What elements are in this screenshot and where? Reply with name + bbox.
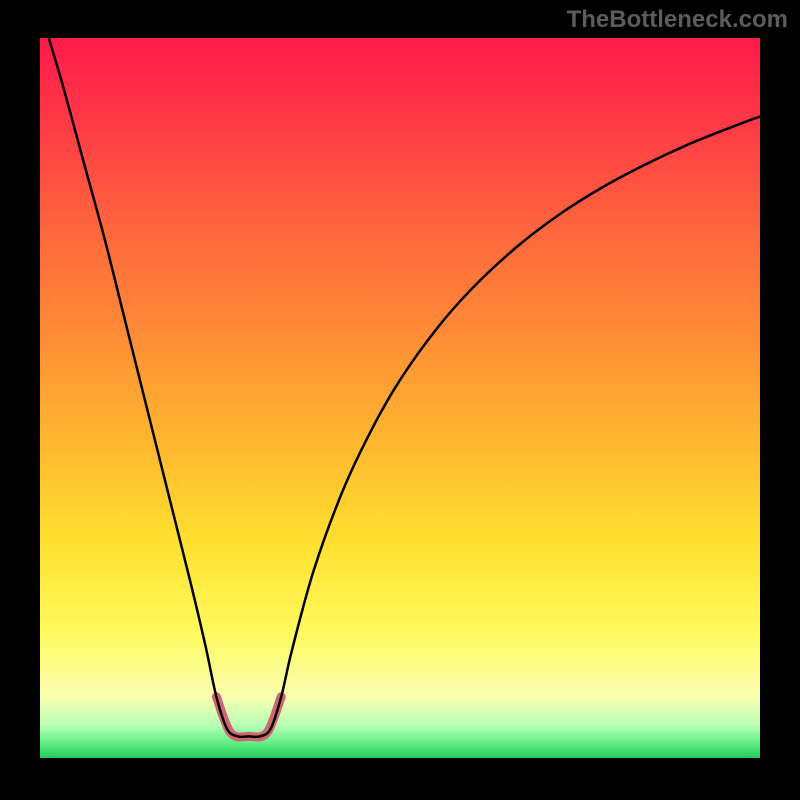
watermark-text: TheBottleneck.com	[567, 6, 788, 34]
plot-gradient-background	[40, 38, 760, 758]
bottleneck-chart	[0, 0, 800, 800]
